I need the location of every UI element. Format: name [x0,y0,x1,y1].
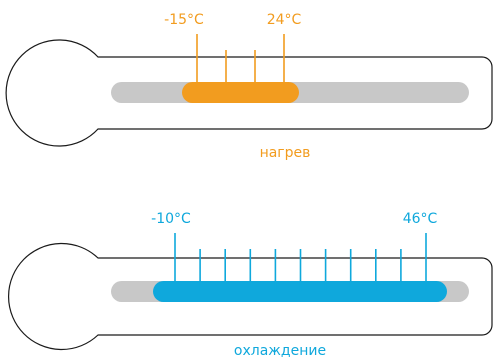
cooling-tick-marks [174,233,427,291]
heating-max-label: 24°C [266,12,302,28]
cooling-thermometer [8,233,493,351]
heating-thermometer [5,34,493,147]
heating-range-bar [182,82,299,103]
cooling-caption: охлаждение [233,343,327,359]
cooling-min-label: -10°C [151,211,191,227]
cooling-thermometer-outline [8,242,493,351]
heating-thermometer-outline [5,39,493,147]
heating-min-label: -15°C [164,12,204,28]
cooling-range-bar [153,281,447,302]
cooling-max-label: 46°C [402,211,438,227]
heating-tick-marks [196,34,285,92]
heating-caption: нагрев [259,145,311,161]
